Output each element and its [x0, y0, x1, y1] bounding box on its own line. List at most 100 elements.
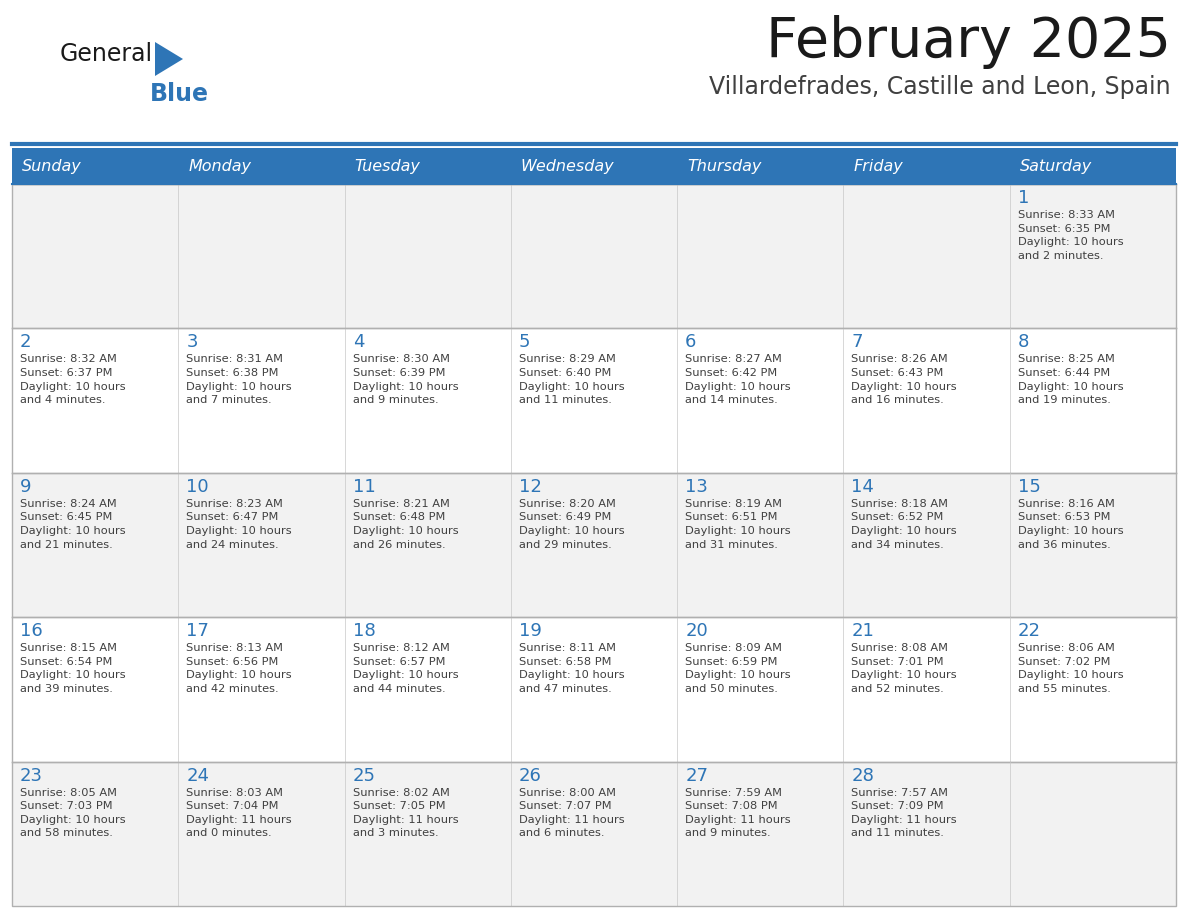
Text: Sunrise: 8:25 AM
Sunset: 6:44 PM
Daylight: 10 hours
and 19 minutes.: Sunrise: 8:25 AM Sunset: 6:44 PM Dayligh…: [1018, 354, 1124, 405]
Text: 11: 11: [353, 477, 375, 496]
Text: 15: 15: [1018, 477, 1041, 496]
Text: Sunday: Sunday: [23, 159, 82, 174]
Text: 18: 18: [353, 622, 375, 640]
Bar: [677, 184, 843, 329]
Polygon shape: [154, 42, 183, 76]
Text: 5: 5: [519, 333, 530, 352]
Text: 20: 20: [685, 622, 708, 640]
Bar: [178, 473, 345, 617]
Bar: [345, 473, 511, 617]
Bar: [12, 184, 178, 329]
Bar: [12, 762, 178, 906]
Text: 2: 2: [20, 333, 32, 352]
Bar: [178, 329, 345, 473]
Text: Sunrise: 8:31 AM
Sunset: 6:38 PM
Daylight: 10 hours
and 7 minutes.: Sunrise: 8:31 AM Sunset: 6:38 PM Dayligh…: [187, 354, 292, 405]
Bar: [345, 329, 511, 473]
Bar: [843, 329, 1010, 473]
Text: 14: 14: [852, 477, 874, 496]
Text: Thursday: Thursday: [687, 159, 762, 174]
Bar: [1010, 762, 1176, 906]
Text: 26: 26: [519, 767, 542, 785]
Text: 17: 17: [187, 622, 209, 640]
Text: Sunrise: 8:30 AM
Sunset: 6:39 PM
Daylight: 10 hours
and 9 minutes.: Sunrise: 8:30 AM Sunset: 6:39 PM Dayligh…: [353, 354, 459, 405]
Bar: [677, 329, 843, 473]
Text: 12: 12: [519, 477, 542, 496]
Bar: [12, 184, 1176, 906]
Bar: [1010, 473, 1176, 617]
Text: Sunrise: 7:59 AM
Sunset: 7:08 PM
Daylight: 11 hours
and 9 minutes.: Sunrise: 7:59 AM Sunset: 7:08 PM Dayligh…: [685, 788, 791, 838]
Text: Sunrise: 8:02 AM
Sunset: 7:05 PM
Daylight: 11 hours
and 3 minutes.: Sunrise: 8:02 AM Sunset: 7:05 PM Dayligh…: [353, 788, 459, 838]
Bar: [511, 762, 677, 906]
Text: Sunrise: 8:11 AM
Sunset: 6:58 PM
Daylight: 10 hours
and 47 minutes.: Sunrise: 8:11 AM Sunset: 6:58 PM Dayligh…: [519, 644, 625, 694]
Text: 8: 8: [1018, 333, 1029, 352]
Text: 10: 10: [187, 477, 209, 496]
Bar: [178, 184, 345, 329]
Bar: [843, 473, 1010, 617]
Text: Sunrise: 8:24 AM
Sunset: 6:45 PM
Daylight: 10 hours
and 21 minutes.: Sunrise: 8:24 AM Sunset: 6:45 PM Dayligh…: [20, 498, 126, 550]
Bar: [677, 617, 843, 762]
Text: 23: 23: [20, 767, 43, 785]
Text: 1: 1: [1018, 189, 1029, 207]
Text: February 2025: February 2025: [766, 15, 1171, 69]
Text: Sunrise: 8:16 AM
Sunset: 6:53 PM
Daylight: 10 hours
and 36 minutes.: Sunrise: 8:16 AM Sunset: 6:53 PM Dayligh…: [1018, 498, 1124, 550]
Bar: [511, 617, 677, 762]
Text: Sunrise: 8:13 AM
Sunset: 6:56 PM
Daylight: 10 hours
and 42 minutes.: Sunrise: 8:13 AM Sunset: 6:56 PM Dayligh…: [187, 644, 292, 694]
Text: Villardefrades, Castille and Leon, Spain: Villardefrades, Castille and Leon, Spain: [709, 75, 1171, 99]
Text: 13: 13: [685, 477, 708, 496]
Bar: [677, 762, 843, 906]
Text: Sunrise: 8:33 AM
Sunset: 6:35 PM
Daylight: 10 hours
and 2 minutes.: Sunrise: 8:33 AM Sunset: 6:35 PM Dayligh…: [1018, 210, 1124, 261]
Text: Monday: Monday: [188, 159, 252, 174]
Bar: [12, 148, 1176, 184]
Bar: [12, 329, 178, 473]
Text: Sunrise: 8:20 AM
Sunset: 6:49 PM
Daylight: 10 hours
and 29 minutes.: Sunrise: 8:20 AM Sunset: 6:49 PM Dayligh…: [519, 498, 625, 550]
Text: Sunrise: 8:29 AM
Sunset: 6:40 PM
Daylight: 10 hours
and 11 minutes.: Sunrise: 8:29 AM Sunset: 6:40 PM Dayligh…: [519, 354, 625, 405]
Bar: [345, 762, 511, 906]
Bar: [345, 184, 511, 329]
Bar: [1010, 184, 1176, 329]
Text: Sunrise: 8:26 AM
Sunset: 6:43 PM
Daylight: 10 hours
and 16 minutes.: Sunrise: 8:26 AM Sunset: 6:43 PM Dayligh…: [852, 354, 958, 405]
Text: Sunrise: 8:03 AM
Sunset: 7:04 PM
Daylight: 11 hours
and 0 minutes.: Sunrise: 8:03 AM Sunset: 7:04 PM Dayligh…: [187, 788, 292, 838]
Text: 25: 25: [353, 767, 375, 785]
Bar: [12, 617, 178, 762]
Text: Wednesday: Wednesday: [520, 159, 614, 174]
Text: 7: 7: [852, 333, 862, 352]
Bar: [843, 617, 1010, 762]
Text: 21: 21: [852, 622, 874, 640]
Text: Sunrise: 8:23 AM
Sunset: 6:47 PM
Daylight: 10 hours
and 24 minutes.: Sunrise: 8:23 AM Sunset: 6:47 PM Dayligh…: [187, 498, 292, 550]
Text: Tuesday: Tuesday: [354, 159, 421, 174]
Bar: [843, 184, 1010, 329]
Text: Sunrise: 8:15 AM
Sunset: 6:54 PM
Daylight: 10 hours
and 39 minutes.: Sunrise: 8:15 AM Sunset: 6:54 PM Dayligh…: [20, 644, 126, 694]
Text: Sunrise: 8:09 AM
Sunset: 6:59 PM
Daylight: 10 hours
and 50 minutes.: Sunrise: 8:09 AM Sunset: 6:59 PM Dayligh…: [685, 644, 791, 694]
Text: Sunrise: 8:12 AM
Sunset: 6:57 PM
Daylight: 10 hours
and 44 minutes.: Sunrise: 8:12 AM Sunset: 6:57 PM Dayligh…: [353, 644, 459, 694]
Text: 6: 6: [685, 333, 696, 352]
Text: Sunrise: 8:19 AM
Sunset: 6:51 PM
Daylight: 10 hours
and 31 minutes.: Sunrise: 8:19 AM Sunset: 6:51 PM Dayligh…: [685, 498, 791, 550]
Bar: [511, 473, 677, 617]
Bar: [511, 329, 677, 473]
Text: 4: 4: [353, 333, 364, 352]
Text: 27: 27: [685, 767, 708, 785]
Bar: [178, 617, 345, 762]
Bar: [843, 762, 1010, 906]
Text: Sunrise: 8:00 AM
Sunset: 7:07 PM
Daylight: 11 hours
and 6 minutes.: Sunrise: 8:00 AM Sunset: 7:07 PM Dayligh…: [519, 788, 625, 838]
Text: Sunrise: 8:21 AM
Sunset: 6:48 PM
Daylight: 10 hours
and 26 minutes.: Sunrise: 8:21 AM Sunset: 6:48 PM Dayligh…: [353, 498, 459, 550]
Text: 24: 24: [187, 767, 209, 785]
Text: 16: 16: [20, 622, 43, 640]
Text: Blue: Blue: [150, 82, 209, 106]
Text: Sunrise: 7:57 AM
Sunset: 7:09 PM
Daylight: 11 hours
and 11 minutes.: Sunrise: 7:57 AM Sunset: 7:09 PM Dayligh…: [852, 788, 958, 838]
Text: 22: 22: [1018, 622, 1041, 640]
Text: Friday: Friday: [853, 159, 903, 174]
Bar: [511, 184, 677, 329]
Text: Saturday: Saturday: [1019, 159, 1092, 174]
Text: Sunrise: 8:05 AM
Sunset: 7:03 PM
Daylight: 10 hours
and 58 minutes.: Sunrise: 8:05 AM Sunset: 7:03 PM Dayligh…: [20, 788, 126, 838]
Text: 28: 28: [852, 767, 874, 785]
Bar: [178, 762, 345, 906]
Bar: [677, 473, 843, 617]
Text: 19: 19: [519, 622, 542, 640]
Bar: [12, 473, 178, 617]
Text: General: General: [61, 42, 153, 66]
Bar: [345, 617, 511, 762]
Text: Sunrise: 8:32 AM
Sunset: 6:37 PM
Daylight: 10 hours
and 4 minutes.: Sunrise: 8:32 AM Sunset: 6:37 PM Dayligh…: [20, 354, 126, 405]
Text: Sunrise: 8:18 AM
Sunset: 6:52 PM
Daylight: 10 hours
and 34 minutes.: Sunrise: 8:18 AM Sunset: 6:52 PM Dayligh…: [852, 498, 958, 550]
Text: Sunrise: 8:06 AM
Sunset: 7:02 PM
Daylight: 10 hours
and 55 minutes.: Sunrise: 8:06 AM Sunset: 7:02 PM Dayligh…: [1018, 644, 1124, 694]
Text: 3: 3: [187, 333, 197, 352]
